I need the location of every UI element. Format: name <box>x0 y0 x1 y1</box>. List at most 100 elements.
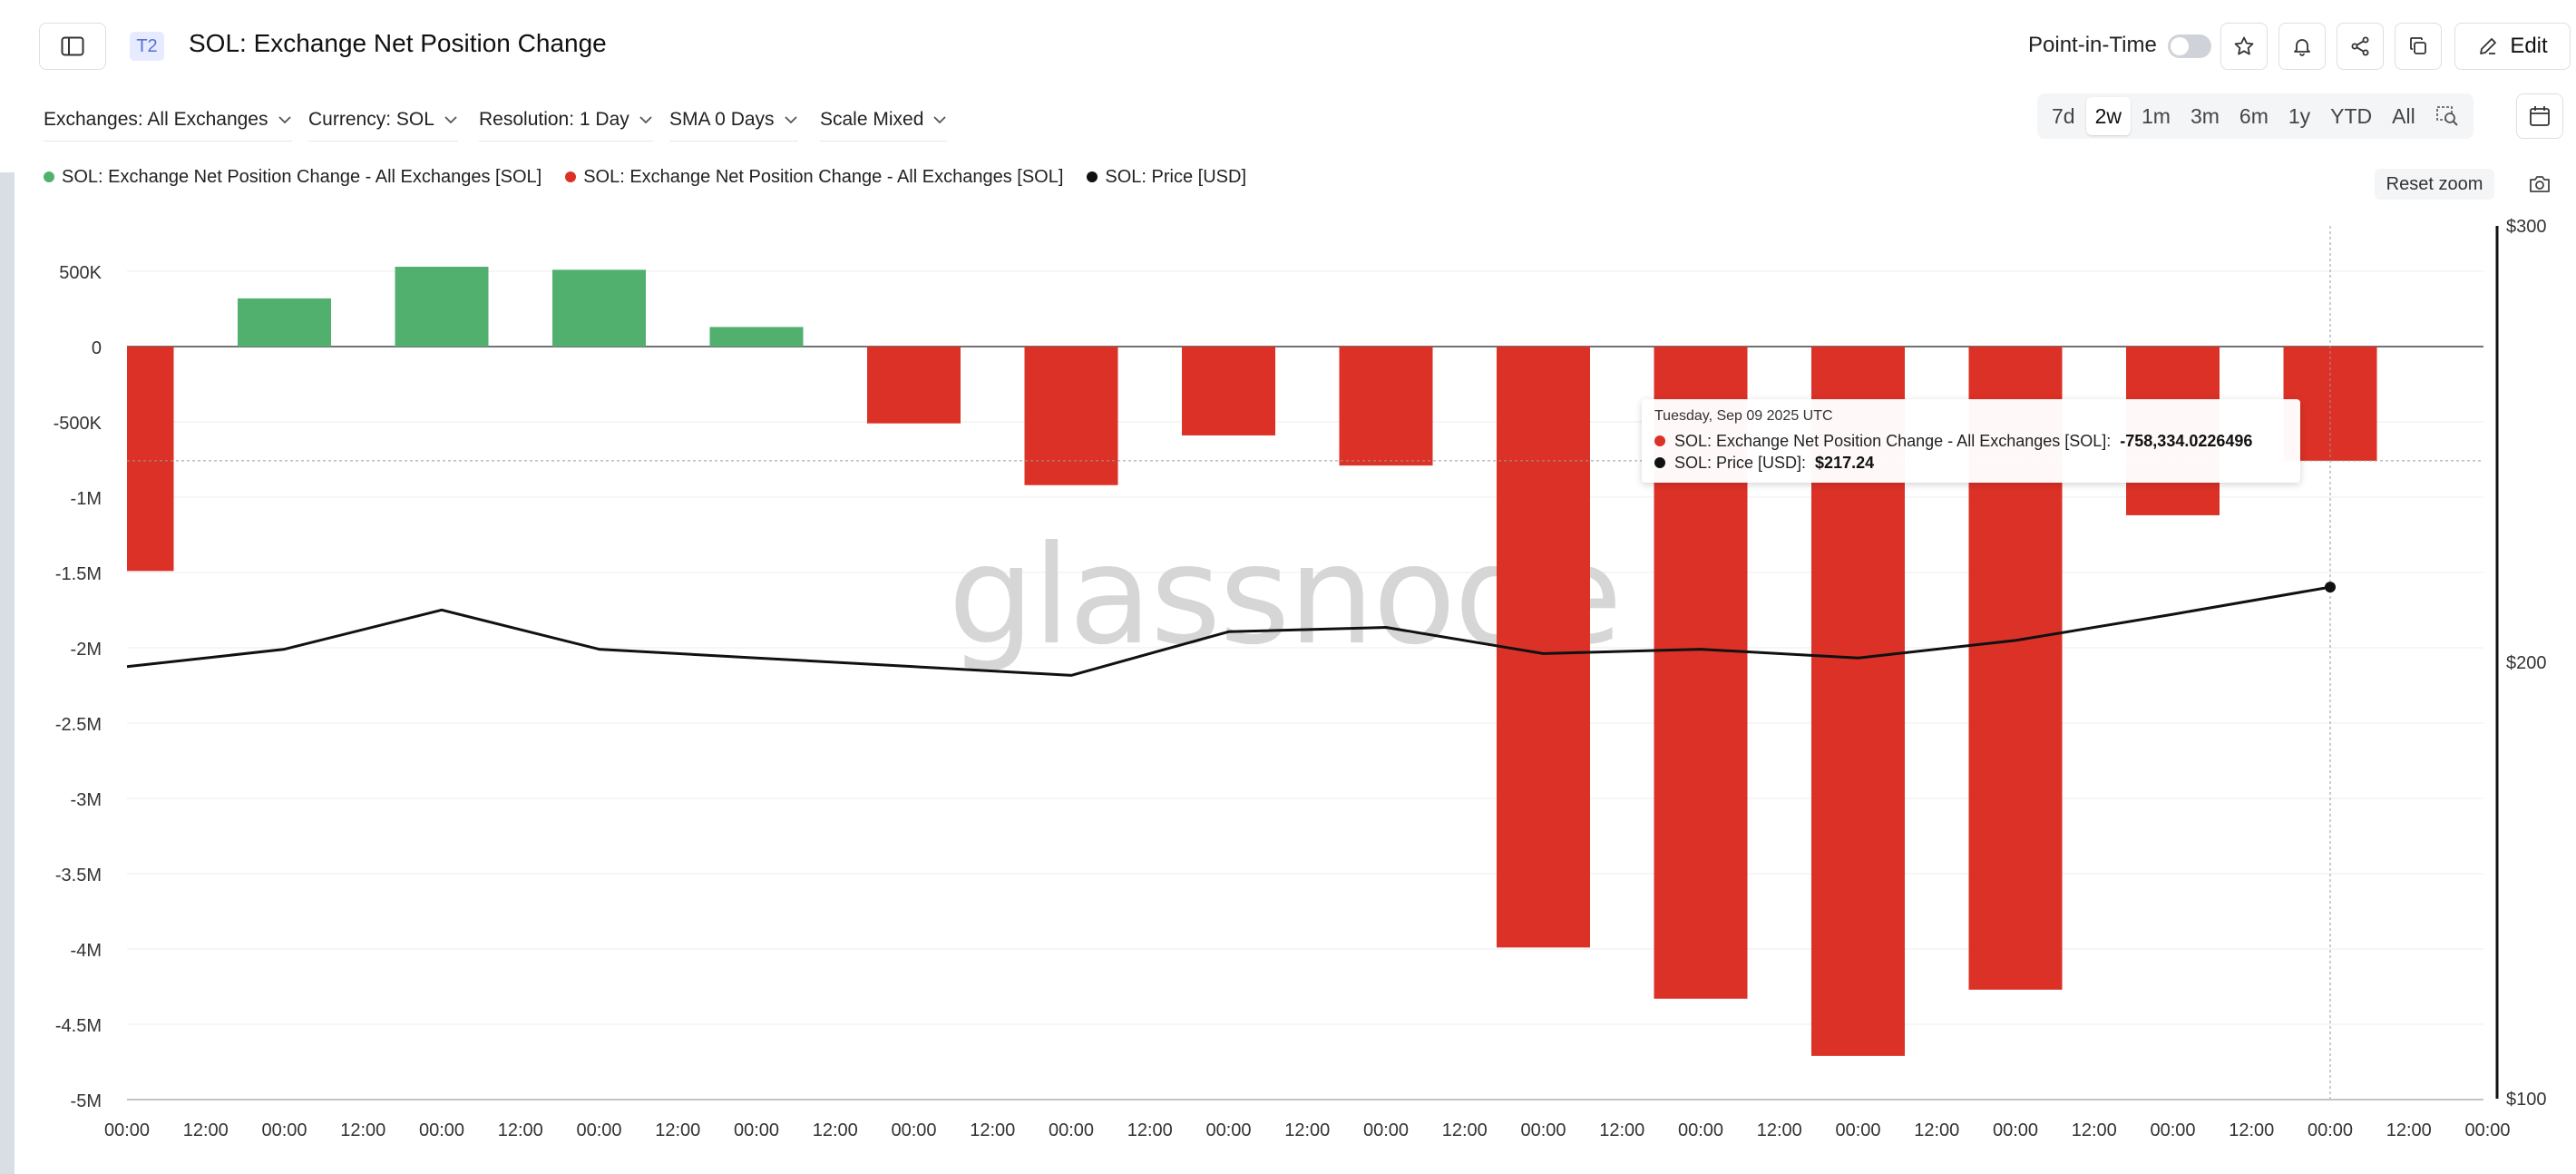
price-line <box>126 585 2331 677</box>
tooltip-row-netposition: SOL: Exchange Net Position Change - All … <box>1654 430 2288 452</box>
x-tick-label: 00:00 <box>1835 1120 1880 1140</box>
x-tick-label: 12:00 <box>970 1120 1015 1140</box>
x-tick-label: 12:00 <box>1599 1120 1644 1140</box>
tooltip-row-price: SOL: Price [USD]: $217.24 <box>1654 452 2288 474</box>
chevron-down-icon <box>278 116 291 124</box>
price-point <box>2325 582 2336 593</box>
zoom-select-button[interactable] <box>2426 97 2468 135</box>
bar <box>1182 347 1275 435</box>
range-2w[interactable]: 2w <box>2085 97 2131 135</box>
range-ytd[interactable]: YTD <box>2330 103 2373 128</box>
bell-icon <box>2294 39 2310 56</box>
range-all[interactable]: All <box>2392 103 2415 128</box>
tooltip-date: Tuesday, Sep 09 2025 UTC <box>1654 408 1833 424</box>
chart-legend: SOL: Exchange Net Position Change - All … <box>44 163 1246 191</box>
y-tick-label: -1.5M <box>55 564 102 584</box>
legend-dot <box>44 171 54 182</box>
camera-icon <box>2530 176 2550 192</box>
currency-value: Currency: SOL <box>308 109 434 130</box>
x-tick-label: 12:00 <box>1442 1120 1488 1140</box>
x-tick-label: 00:00 <box>419 1120 464 1140</box>
currency-dropdown[interactable]: Currency: SOL <box>308 109 458 142</box>
tooltip-value: $217.24 <box>1815 453 1875 472</box>
x-tick-label: 00:00 <box>734 1120 779 1140</box>
x-tick-label: 12:00 <box>1284 1120 1330 1140</box>
x-tick-label: 00:00 <box>891 1120 936 1140</box>
tooltip-label: SOL: Exchange Net Position Change - All … <box>1674 431 2112 450</box>
y-tick-label: -3M <box>71 790 102 810</box>
resolution-dropdown[interactable]: Resolution: 1 Day <box>479 109 653 142</box>
reset-zoom-button[interactable]: Reset zoom <box>2375 169 2494 200</box>
y-tick-label: -4M <box>71 941 102 961</box>
tooltip-dot <box>1654 435 1665 446</box>
y-tick-label: -3.5M <box>55 866 102 885</box>
y-tick-label: -4.5M <box>55 1016 102 1036</box>
exchanges-value: Exchanges: All Exchanges <box>44 109 268 130</box>
legend-label: SOL: Exchange Net Position Change - All … <box>62 166 542 187</box>
point-in-time-toggle[interactable] <box>2168 34 2211 58</box>
bar <box>238 298 331 347</box>
x-tick-label: 12:00 <box>2229 1120 2274 1140</box>
bar <box>1024 347 1118 485</box>
range-1m[interactable]: 1m <box>2142 103 2171 128</box>
x-tick-label: 00:00 <box>1049 1120 1094 1140</box>
range-3m[interactable]: 3m <box>2190 103 2220 128</box>
right-tick-label: $100 <box>2506 1090 2547 1110</box>
resolution-value: Resolution: 1 Day <box>479 109 629 130</box>
screenshot-button[interactable] <box>2522 171 2558 198</box>
tooltip-dot <box>1654 457 1665 468</box>
calendar-button[interactable] <box>2516 93 2563 139</box>
zoom-area-icon <box>2435 106 2458 126</box>
scrollbar[interactable] <box>0 172 15 1174</box>
x-tick-label: 00:00 <box>2308 1120 2353 1140</box>
legend-item-price[interactable]: SOL: Price [USD] <box>1087 167 1246 188</box>
x-tick-label: 12:00 <box>1127 1120 1173 1140</box>
sidebar-toggle-button[interactable] <box>39 23 106 70</box>
range-1y[interactable]: 1y <box>2288 103 2311 128</box>
sma-dropdown[interactable]: SMA 0 Days <box>669 109 798 142</box>
edit-label: Edit <box>2510 34 2548 58</box>
right-tick-label: $200 <box>2506 653 2547 673</box>
x-tick-label: 00:00 <box>576 1120 621 1140</box>
x-tick-label: 12:00 <box>1914 1120 1959 1140</box>
x-tick-label: 12:00 <box>2072 1120 2117 1140</box>
point-in-time-label: Point-in-Time <box>2028 33 2157 57</box>
bar <box>127 347 174 572</box>
legend-item-negative[interactable]: SOL: Exchange Net Position Change - All … <box>565 167 1063 188</box>
tooltip-value: -758,334.0226496 <box>2120 431 2253 450</box>
sma-value: SMA 0 Days <box>669 109 775 130</box>
star-icon <box>2234 36 2254 55</box>
tier-badge: T2 <box>130 32 164 61</box>
x-tick-label: 00:00 <box>1993 1120 2038 1140</box>
bar <box>867 347 961 424</box>
range-6m[interactable]: 6m <box>2239 103 2269 128</box>
bar <box>1339 347 1433 466</box>
x-tick-label: 12:00 <box>498 1120 543 1140</box>
x-tick-label: 12:00 <box>813 1120 858 1140</box>
x-tick-label: 00:00 <box>1678 1120 1723 1140</box>
scale-value: Scale Mixed <box>820 109 924 130</box>
bar <box>552 269 646 347</box>
favorite-button[interactable] <box>2220 23 2268 70</box>
x-tick-label: 00:00 <box>2464 1120 2510 1140</box>
x-tick-label: 12:00 <box>1757 1120 1802 1140</box>
range-7d[interactable]: 7d <box>2052 103 2075 128</box>
edit-button[interactable]: Edit <box>2454 23 2571 70</box>
chevron-down-icon <box>639 116 652 124</box>
duplicate-button[interactable] <box>2395 23 2442 70</box>
chevron-down-icon <box>933 116 947 124</box>
exchanges-dropdown[interactable]: Exchanges: All Exchanges <box>44 109 292 142</box>
x-tick-label: 12:00 <box>2386 1120 2432 1140</box>
scale-dropdown[interactable]: Scale Mixed <box>820 109 948 142</box>
sidebar-icon <box>61 36 84 56</box>
share-icon <box>2351 36 2369 56</box>
legend-dot <box>565 171 577 182</box>
y-tick-label: -1M <box>71 489 102 509</box>
legend-item-positive[interactable]: SOL: Exchange Net Position Change - All … <box>44 167 542 188</box>
chart-canvas[interactable]: 500K 0 -500K -1M -1.5M -2M -2.5M -3M -3.5M -4M -4.… <box>0 209 2576 1174</box>
chart-header: T2 SOL: Exchange Net Position Change Poi… <box>0 0 2576 91</box>
alert-button[interactable] <box>2278 23 2326 70</box>
share-button[interactable] <box>2337 23 2384 70</box>
x-tick-label: 00:00 <box>1205 1120 1251 1140</box>
x-tick-label: 00:00 <box>1363 1120 1409 1140</box>
